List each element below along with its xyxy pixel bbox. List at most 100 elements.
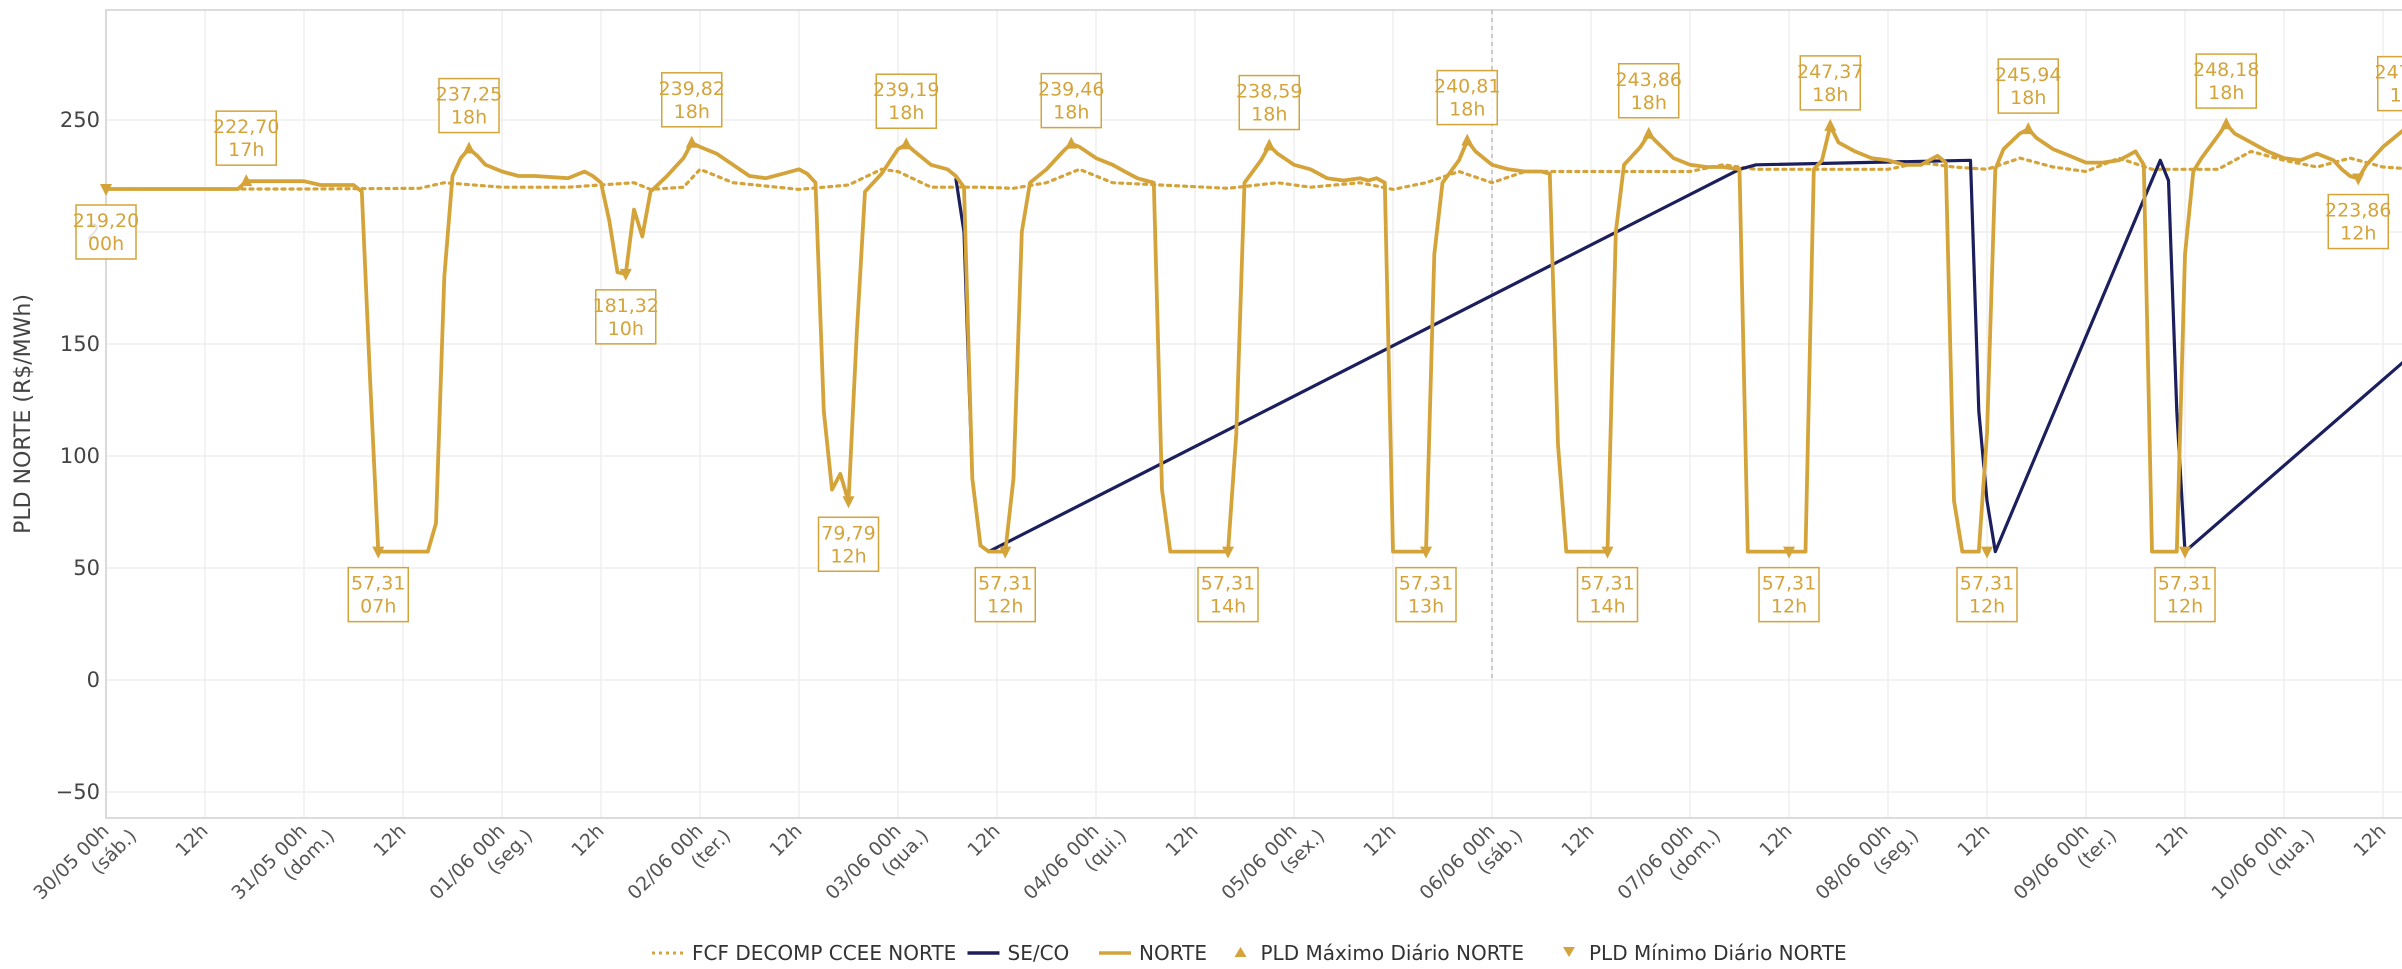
legend-item: NORTE	[1099, 941, 1207, 965]
data-label-box	[817, 516, 880, 573]
min-marker	[1420, 546, 1432, 559]
data-label-value: 239,82	[659, 78, 725, 100]
data-label-box	[1436, 69, 1498, 126]
min-marker	[2179, 546, 2191, 559]
data-label-box	[1956, 566, 2018, 623]
data-label-value: 239,19	[873, 79, 939, 101]
max-marker	[1263, 138, 1276, 151]
data-label-hour: 18h	[1053, 102, 1089, 124]
data-label-value: 245,94	[1995, 64, 2061, 86]
y-tick-label: 50	[73, 556, 100, 580]
data-label-hour: 10h	[608, 318, 644, 340]
data-label-hour: 12h	[2167, 596, 2203, 618]
data-label-hour: 14h	[1589, 596, 1625, 618]
y-tick-label: −50	[56, 780, 100, 804]
min-marker	[1601, 546, 1614, 559]
data-label-box	[1997, 58, 2059, 114]
series-line-fcf-decomp	[104, 149, 2402, 192]
legend: FCF DECOMP CCEE NORTE SE/CO NORTE PLD Máxim…	[652, 941, 1847, 965]
data-label-box	[75, 204, 137, 260]
y-tick-label: 150	[60, 332, 100, 356]
data-label-box	[2377, 55, 2402, 112]
max-marker	[1824, 118, 1837, 131]
max-marker	[463, 141, 475, 154]
data-label-hour: 18h	[451, 107, 487, 129]
data-label-box	[1576, 566, 1639, 623]
data-label-value: 247,04	[2375, 62, 2402, 84]
legend-label: PLD Mínimo Diário NORTE	[1589, 941, 1847, 965]
data-label-box	[1197, 566, 1259, 623]
min-marker	[100, 183, 112, 196]
data-label-box	[875, 73, 937, 129]
data-label-value: 248,18	[2193, 59, 2259, 81]
data-label-box	[974, 566, 1036, 623]
max-marker	[1642, 126, 1655, 139]
data-label-hour: 12h	[2340, 223, 2376, 245]
data-label-hour: 00h	[88, 233, 124, 255]
max-marker	[1065, 136, 1078, 149]
data-label-box	[1799, 55, 1861, 111]
data-label: 247,0418h	[2375, 55, 2402, 112]
data-label-box	[1040, 72, 1102, 129]
legend-item: FCF DECOMP CCEE NORTE	[652, 941, 956, 965]
y-tick-label: 0	[87, 668, 100, 692]
min-marker	[999, 546, 1012, 559]
data-label-hour: 13h	[1408, 596, 1444, 618]
data-label-box	[347, 566, 409, 623]
data-label-value: 79,79	[821, 522, 875, 544]
min-marker	[1222, 546, 1234, 559]
data-label-hour: 18h	[2010, 87, 2046, 109]
data-label-value: 57,31	[2158, 573, 2212, 595]
data-label-value: 243,86	[1616, 69, 1682, 91]
y-axis-label: PLD NORTE (R$/MWh)	[11, 294, 36, 534]
data-label-box	[215, 110, 277, 166]
y-tick-label: 100	[60, 444, 100, 468]
series	[104, 122, 2402, 554]
data-label-hour: 18h	[2208, 82, 2244, 104]
data-label-hour: 12h	[1771, 596, 1807, 618]
data-label-box	[2327, 193, 2389, 250]
data-label-hour: 14h	[1210, 596, 1246, 618]
data-label-hour: 18h	[1251, 104, 1287, 126]
min-marker	[372, 546, 385, 559]
data-label-box	[1618, 63, 1680, 119]
legend-label: SE/CO	[1008, 941, 1070, 965]
min-marker	[2352, 173, 2365, 186]
legend-swatch-triangle-down	[1563, 947, 1575, 957]
plot-area-border	[105, 9, 2402, 819]
min-marker	[1783, 546, 1795, 559]
max-marker	[1461, 133, 1474, 146]
data-label-box	[661, 72, 723, 128]
data-label-value: 238,59	[1236, 81, 1302, 103]
data-label-box	[595, 289, 657, 345]
data-label-value: 57,31	[1960, 573, 2014, 595]
data-label-value: 57,31	[351, 573, 405, 595]
legend-label: FCF DECOMP CCEE NORTE	[692, 941, 956, 965]
annotations: 222,7017h237,2518h239,8218h239,1918h239,…	[73, 53, 2402, 623]
data-label-hour: 18h	[1631, 92, 1667, 114]
legend-swatch-triangle-up	[1234, 947, 1247, 957]
max-marker	[685, 135, 698, 148]
data-label-hour: 12h	[830, 545, 866, 567]
max-marker	[2022, 122, 2035, 135]
data-label-value: 57,31	[1762, 573, 1816, 595]
markers	[100, 117, 2402, 559]
min-marker	[1981, 546, 1993, 559]
data-label-box	[2154, 566, 2216, 623]
data-label-value: 239,46	[1038, 79, 1104, 101]
data-label-hour: 17h	[228, 139, 264, 161]
legend-item: PLD Mínimo Diário NORTE	[1563, 941, 1847, 965]
